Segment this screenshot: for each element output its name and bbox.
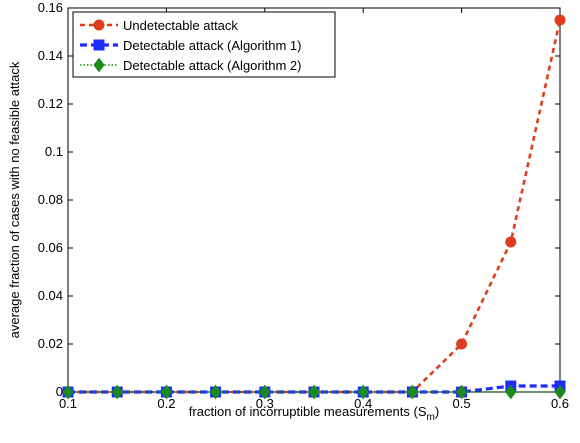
x-axis-label: fraction of incorruptible measurements (… [189, 404, 439, 423]
x-tick-label: 0.1 [59, 396, 77, 411]
legend-entry: Detectable attack (Algorithm 2) [80, 57, 301, 73]
x-tick-label: 0.4 [354, 396, 372, 411]
legend-label: Detectable attack (Algorithm 1) [123, 38, 301, 53]
data-point [456, 338, 468, 350]
y-tick-label: 0.04 [38, 288, 63, 303]
y-tick-label: 0.02 [38, 336, 63, 351]
x-axis-label-subscript: m [427, 412, 435, 423]
y-tick-label: 0.14 [38, 48, 63, 63]
data-point [505, 236, 517, 248]
legend-entry: Detectable attack (Algorithm 1) [80, 38, 301, 53]
data-point [62, 384, 74, 400]
legend: Undetectable attack Detectable attack (Al… [72, 11, 336, 78]
y-tick-label: 0.12 [38, 96, 63, 111]
data-point [93, 57, 105, 73]
data-point [160, 384, 172, 400]
legend-label: Undetectable attack [123, 18, 238, 33]
y-tick-label: 0.06 [38, 240, 63, 255]
y-tick-label: 0.08 [38, 192, 63, 207]
x-tick-label: 0.2 [157, 396, 175, 411]
data-point [93, 39, 105, 51]
x-axis-label-suffix: ) [435, 404, 439, 419]
data-point [93, 19, 105, 31]
data-point [259, 384, 271, 400]
x-tick-label: 0.5 [453, 396, 471, 411]
legend-entry: Undetectable attack [80, 18, 238, 33]
legend-label: Detectable attack (Algorithm 2) [123, 58, 301, 73]
data-point [456, 384, 468, 400]
data-point [406, 384, 418, 400]
data-point [554, 384, 566, 400]
data-point [357, 384, 369, 400]
data-point [111, 384, 123, 400]
series [62, 384, 566, 400]
x-tick-label: 0.3 [256, 396, 274, 411]
x-tick-label: 0.6 [551, 396, 569, 411]
y-tick-label: 0.16 [38, 0, 63, 15]
x-axis-label-main: fraction of incorruptible measurements (… [189, 404, 427, 419]
y-tick-label: 0.1 [45, 144, 63, 159]
data-point [308, 384, 320, 400]
data-point [505, 384, 517, 400]
y-axis-label: average fraction of cases with no feasib… [7, 61, 22, 338]
data-point [554, 14, 566, 26]
y-tick-label: 0 [56, 384, 63, 399]
series-layer [62, 14, 566, 400]
data-point [210, 384, 222, 400]
